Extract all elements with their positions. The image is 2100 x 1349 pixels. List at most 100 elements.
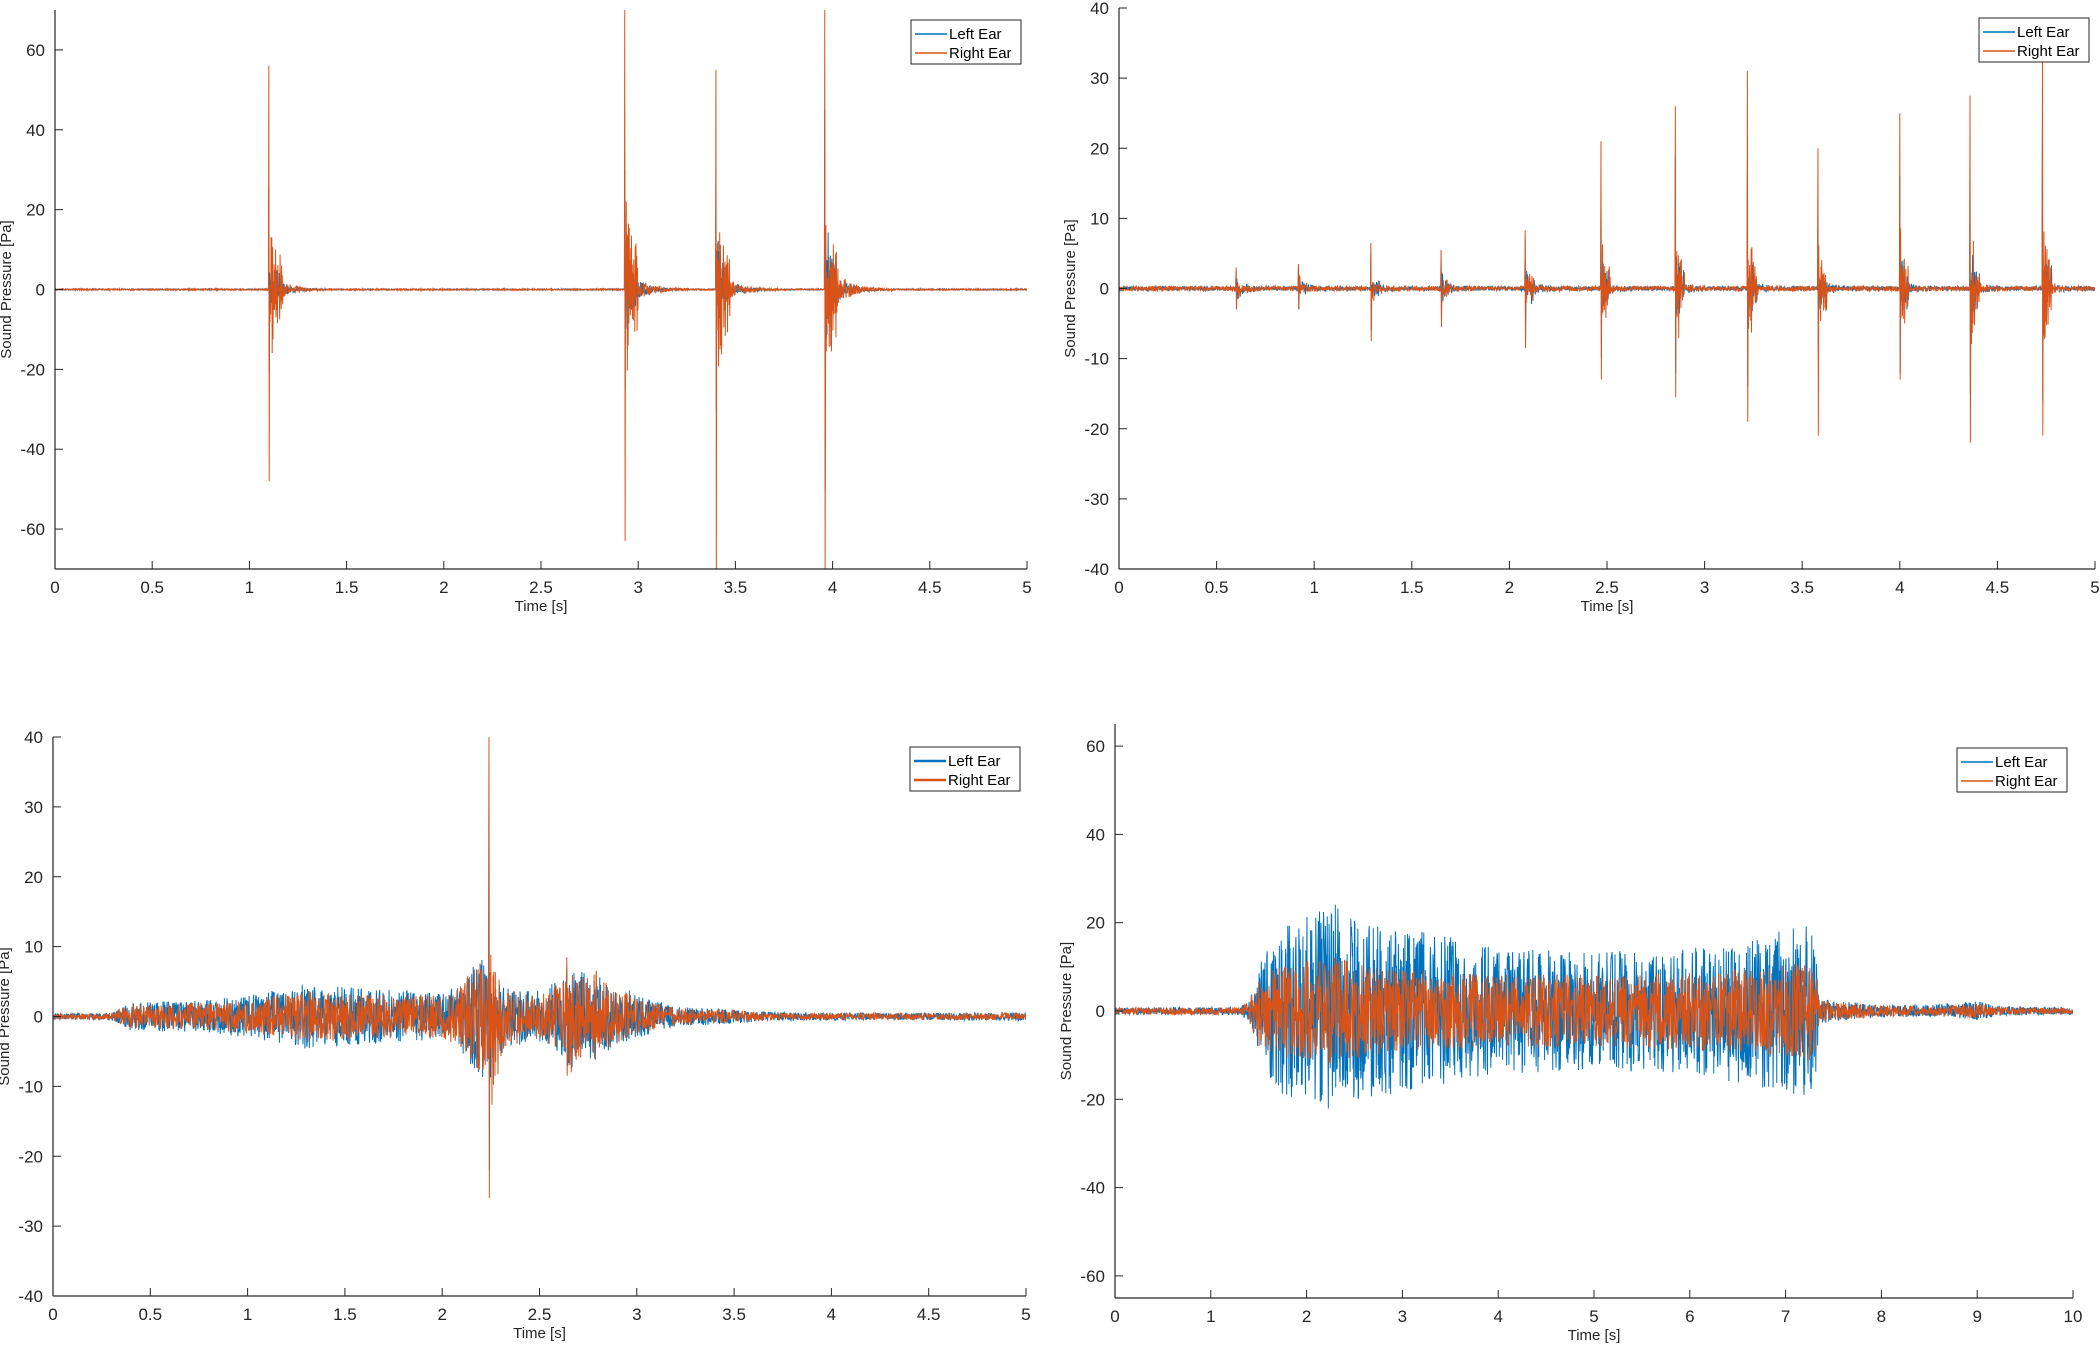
x-tick-label: 7: [1781, 1307, 1790, 1326]
x-tick-label: 2: [1505, 578, 1514, 597]
y-tick-label: 30: [1090, 69, 1109, 88]
y-tick-label: 0: [1096, 1002, 1105, 1021]
x-axis-label: Time [s]: [513, 1325, 566, 1342]
legend-label-left-ear: Left Ear: [948, 753, 1001, 770]
x-tick-label: 1.5: [335, 578, 359, 597]
y-tick-label: -40: [18, 1287, 43, 1306]
series-line-left-ear: [53, 764, 1026, 1171]
y-tick-label: 20: [24, 868, 43, 887]
y-tick-label: -20: [1084, 420, 1109, 439]
plot-top-left: 0 0.5 1 1.5 2 2.5 3 3.5 4 4.5 5 -60 -40 -20 0 20 40 60 Tim…: [0, 10, 1032, 615]
x-tick-label: 0.5: [138, 1305, 162, 1324]
x-tick-label: 2: [437, 1305, 446, 1324]
y-tick-label: -40: [1080, 1179, 1105, 1198]
x-tick-label: 4.5: [1986, 578, 2010, 597]
legend-label-left-ear: Left Ear: [1995, 754, 2048, 771]
x-tick-label: 5: [2090, 578, 2099, 597]
x-tick-label: 3.5: [1790, 578, 1814, 597]
x-axis-label: Time [s]: [1581, 598, 1634, 615]
legend-label-left-ear: Left Ear: [949, 26, 1002, 43]
y-tick-label: 40: [26, 121, 45, 140]
x-tick-label: 5: [1022, 578, 1031, 597]
y-tick-label: -60: [20, 520, 45, 539]
plot-top-right: 0 0.5 1 1.5 2 2.5 3 3.5 4 4.5 5 -40 -30 -20 -10 0 10 20 30…: [1062, 0, 2100, 615]
y-tick-label: 0: [1100, 280, 1109, 299]
y-tick-label: -10: [18, 1077, 43, 1096]
plot-bottom-left: 0 0.5 1 1.5 2 2.5 3 3.5 4 4.5 5 -40 -30 -20 -10 0 10 20 30…: [0, 728, 1031, 1342]
x-tick-label: 0: [1110, 1307, 1119, 1326]
x-axis-label: Time [s]: [1568, 1327, 1621, 1344]
x-tick-label: 4.5: [917, 1305, 941, 1324]
y-tick-label: -10: [1084, 350, 1109, 369]
x-tick-label: 4.5: [918, 578, 942, 597]
y-tick-label: 40: [24, 728, 43, 747]
y-tick-label: -20: [1080, 1090, 1105, 1109]
y-tick-label: 20: [26, 201, 45, 220]
series-line-right-ear: [1119, 60, 2095, 443]
x-tick-label: 3: [1700, 578, 1709, 597]
legend-box: [1956, 747, 2068, 793]
legend: Left Ear Right Ear: [909, 746, 1021, 792]
series-line-right-ear: [1115, 958, 2073, 1065]
legend-label-right-ear: Right Ear: [1995, 773, 2058, 790]
legend-box: [1978, 17, 2090, 63]
x-tick-label: 10: [2064, 1307, 2083, 1326]
y-tick-label: 40: [1090, 0, 1109, 18]
x-tick-label: 2: [1302, 1307, 1311, 1326]
x-tick-label: 0: [50, 578, 59, 597]
x-tick-label: 1: [1206, 1307, 1215, 1326]
x-tick-label: 8: [1877, 1307, 1886, 1326]
x-tick-label: 1.5: [333, 1305, 357, 1324]
y-tick-label: 60: [1086, 737, 1105, 756]
legend: Left Ear Right Ear: [1978, 17, 2090, 63]
y-tick-label: -30: [1084, 490, 1109, 509]
x-tick-label: 0.5: [1205, 578, 1229, 597]
x-tick-label: 4: [828, 578, 837, 597]
y-tick-label: 60: [26, 41, 45, 60]
y-tick-label: -20: [18, 1147, 43, 1166]
y-tick-label: -40: [1084, 560, 1109, 579]
x-tick-label: 5: [1589, 1307, 1598, 1326]
x-tick-label: 1: [243, 1305, 252, 1324]
x-tick-label: 0.5: [140, 578, 164, 597]
x-tick-label: 6: [1685, 1307, 1694, 1326]
x-tick-label: 2: [439, 578, 448, 597]
x-tick-label: 1.5: [1400, 578, 1424, 597]
x-tick-label: 2.5: [528, 1305, 552, 1324]
legend-box: [909, 746, 1021, 792]
x-axis-label: Time [s]: [515, 598, 568, 615]
x-tick-label: 2.5: [1595, 578, 1619, 597]
x-tick-label: 4: [1895, 578, 1904, 597]
y-axis-label: Sound Pressure [Pa]: [1058, 942, 1075, 1080]
x-tick-label: 1: [245, 578, 254, 597]
y-tick-label: 0: [36, 281, 45, 300]
y-tick-label: -40: [20, 440, 45, 459]
y-tick-label: -60: [1080, 1267, 1105, 1286]
legend: Left Ear Right Ear: [1956, 747, 2068, 793]
x-tick-label: 1: [1309, 578, 1318, 597]
x-tick-label: 2.5: [529, 578, 553, 597]
x-tick-label: 3.5: [724, 578, 748, 597]
x-tick-label: 4: [1493, 1307, 1502, 1326]
x-tick-label: 3: [1398, 1307, 1407, 1326]
legend-label-right-ear: Right Ear: [949, 45, 1012, 62]
legend: Left Ear Right Ear: [910, 19, 1022, 65]
x-tick-label: 0: [48, 1305, 57, 1324]
legend-label-right-ear: Right Ear: [2017, 43, 2080, 60]
y-tick-label: 20: [1090, 139, 1109, 158]
y-axis-label: Sound Pressure [Pa]: [0, 220, 15, 358]
x-tick-label: 9: [1972, 1307, 1981, 1326]
x-tick-label: 0: [1114, 578, 1123, 597]
x-tick-label: 4: [827, 1305, 836, 1324]
legend-label-left-ear: Left Ear: [2017, 24, 2070, 41]
y-tick-label: -20: [20, 360, 45, 379]
y-tick-label: 40: [1086, 825, 1105, 844]
plot-bottom-right: 0 1 2 3 4 5 6 7 8 9 10 -60 -40 -20 0 20 40 60 Time [s] Soun…: [1058, 724, 2082, 1344]
y-axis-label: Sound Pressure [Pa]: [0, 947, 13, 1085]
x-tick-label: 3.5: [722, 1305, 746, 1324]
legend-label-right-ear: Right Ear: [948, 772, 1011, 789]
y-tick-label: 20: [1086, 914, 1105, 933]
x-tick-label: 3: [632, 1305, 641, 1324]
y-axis-label: Sound Pressure [Pa]: [1062, 219, 1079, 357]
